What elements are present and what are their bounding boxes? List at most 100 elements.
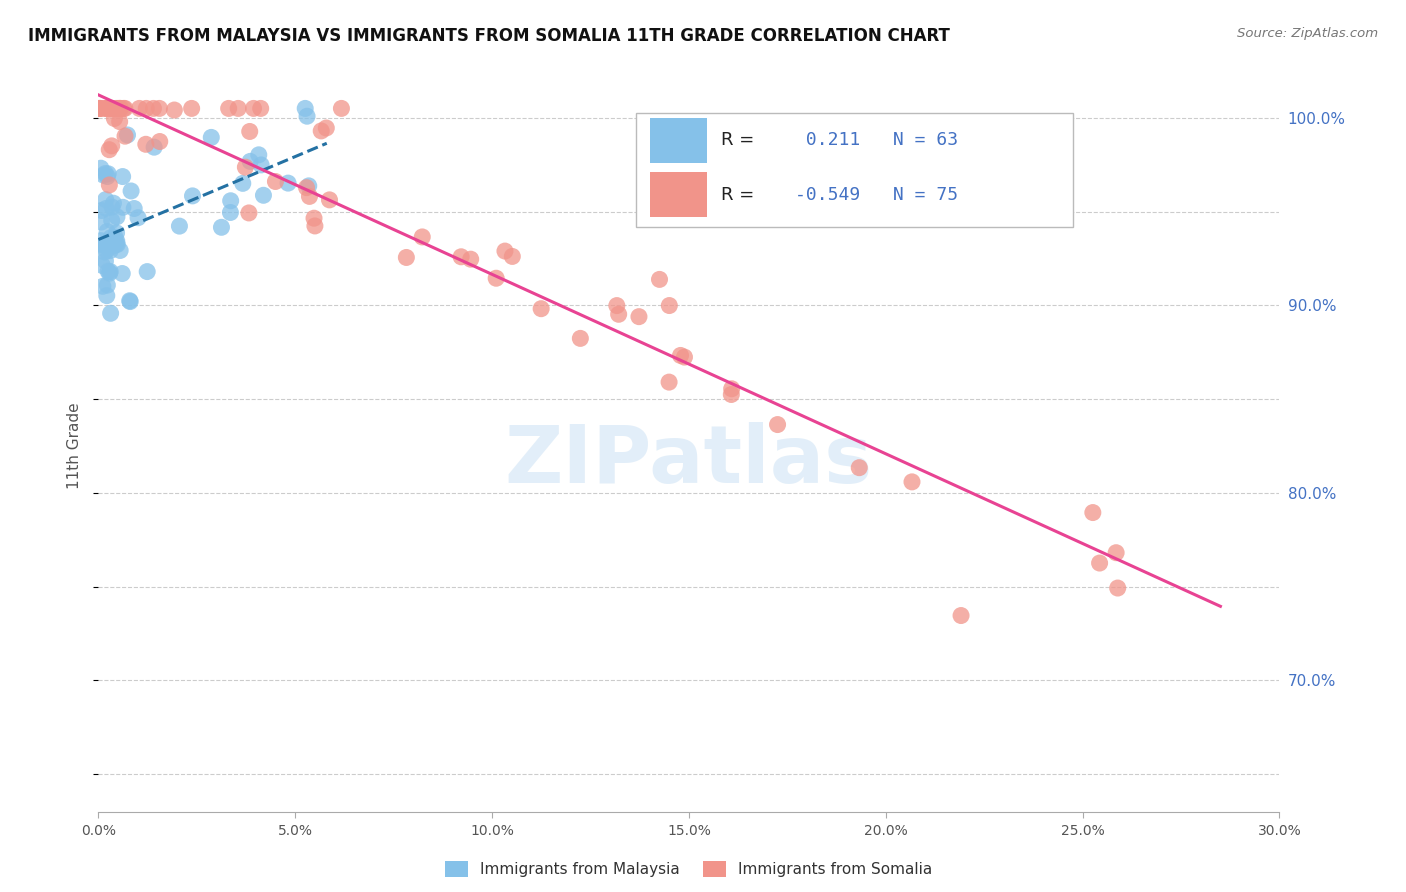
Text: 0.211   N = 63: 0.211 N = 63 [796,131,959,149]
Point [98,266,121,280]
Point [673,350,696,364]
Point [180,102,202,116]
Point [211,220,233,235]
Point [294,102,316,116]
FancyBboxPatch shape [636,113,1073,227]
Point [181,189,204,203]
Point [100,102,122,116]
Point [98,178,121,192]
Point [901,475,924,489]
Point [108,114,131,128]
Point [239,124,262,138]
Point [105,102,128,116]
Point [120,294,142,309]
Point [163,103,186,117]
Point [122,202,145,216]
Text: -0.549   N = 75: -0.549 N = 75 [796,186,959,204]
Point [97,167,120,181]
Point [1107,581,1129,595]
Point [530,301,553,316]
Point [118,293,141,308]
Point [112,102,135,116]
Point [108,244,131,258]
Point [219,194,242,208]
Point [117,128,139,142]
Point [395,251,418,265]
Point [94,254,117,268]
Point [128,102,150,116]
Point [100,102,122,116]
Text: ZIPatlas: ZIPatlas [505,422,873,500]
Point [90,203,112,218]
Text: Source: ZipAtlas.com: Source: ZipAtlas.com [1237,27,1378,40]
Text: R =: R = [721,131,754,149]
Point [247,148,270,162]
Point [848,460,870,475]
Point [111,200,134,214]
Point [101,102,124,116]
Y-axis label: 11th Grade: 11th Grade [67,402,83,490]
Point [501,249,523,263]
Point [100,230,122,244]
Point [135,102,157,116]
Point [304,219,326,233]
Point [87,102,110,116]
Point [218,102,240,116]
Point [89,102,111,116]
Point [90,215,112,229]
Point [105,237,128,252]
Point [252,188,274,202]
Point [235,160,257,174]
Point [450,250,472,264]
Point [250,158,273,172]
Point [460,252,482,267]
Point [127,211,149,225]
Point [96,278,118,293]
Point [1105,546,1128,560]
Point [295,180,318,194]
Point [298,178,321,193]
Point [108,102,131,116]
Point [105,234,128,248]
Point [494,244,516,258]
Point [96,102,118,116]
Point [607,307,630,321]
Point [169,219,191,233]
Point [136,264,159,278]
Point [114,102,136,116]
Point [1081,506,1104,520]
Point [94,102,117,116]
Point [107,102,129,116]
Point [105,237,128,252]
Point [606,299,628,313]
Point [100,213,122,227]
Point [96,102,118,116]
FancyBboxPatch shape [650,172,707,218]
Point [89,102,111,116]
Point [648,272,671,286]
Point [93,168,115,182]
Point [720,387,742,401]
Point [96,288,118,302]
Legend: Immigrants from Malaysia, Immigrants from Somalia: Immigrants from Malaysia, Immigrants fro… [446,862,932,877]
Point [148,102,170,116]
Point [242,102,264,116]
Point [101,200,124,214]
Text: IMMIGRANTS FROM MALAYSIA VS IMMIGRANTS FROM SOMALIA 11TH GRADE CORRELATION CHART: IMMIGRANTS FROM MALAYSIA VS IMMIGRANTS F… [28,27,950,45]
Point [94,167,117,181]
Point [108,102,131,116]
Point [114,129,136,144]
Point [200,130,222,145]
Point [658,299,681,313]
Point [135,137,157,152]
Point [315,120,337,135]
Point [219,205,242,219]
FancyBboxPatch shape [650,118,707,163]
Point [111,169,134,184]
Point [720,382,742,396]
Point [93,238,115,252]
Point [295,109,318,123]
Point [627,310,650,324]
Point [669,348,692,362]
Point [103,196,125,211]
